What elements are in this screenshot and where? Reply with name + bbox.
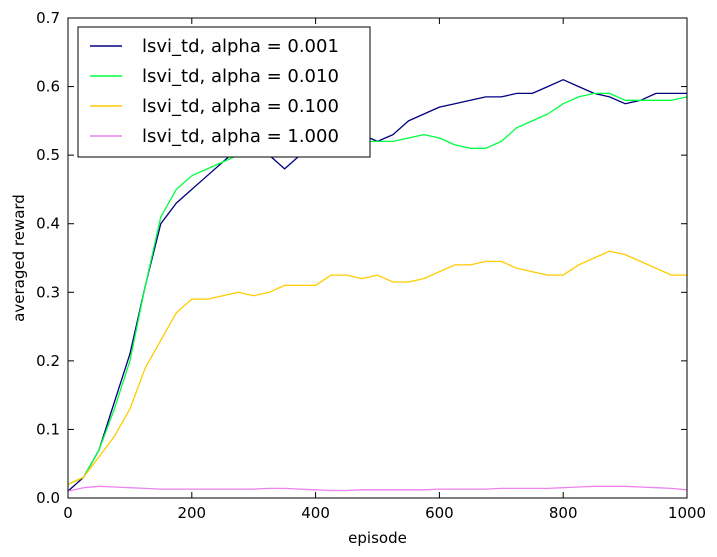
series-line-4 [67, 485, 688, 492]
plot-frame [67, 17, 688, 499]
y-tick-label: 0.1 [36, 420, 60, 438]
legend-items: lsvi_td, alpha = 0.001 lsvi_td, alpha = 0… [90, 36, 339, 147]
y-tick-label: 0.2 [36, 352, 60, 370]
x-axis-title: episode [348, 529, 407, 547]
y-tick-label: 0.3 [36, 283, 60, 301]
series-line-2 [67, 92, 688, 485]
y-tick-label: 0.7 [36, 9, 60, 27]
series-line-3 [67, 250, 687, 485]
y-tick-label: 0.5 [36, 146, 60, 164]
x-tick-label: 800 [549, 504, 578, 522]
y-tick-label: 0.6 [36, 78, 60, 96]
legend-label-3: lsvi_td, alpha = 0.100 [142, 96, 339, 117]
legend-box [77, 26, 371, 158]
x-tick-label: 400 [301, 504, 330, 522]
x-tick-label: 0 [63, 504, 73, 522]
legend-label-1: lsvi_td, alpha = 0.001 [142, 36, 339, 57]
x-tick-label: 600 [425, 504, 454, 522]
legend-label-4: lsvi_td, alpha = 1.000 [142, 126, 339, 147]
y-axis-title: averaged reward [10, 194, 28, 322]
legend: lsvi_td, alpha = 0.001 lsvi_td, alpha = 0… [77, 26, 371, 158]
x-tick-label: 1000 [668, 504, 706, 522]
y-tick-label: 0.0 [36, 489, 60, 507]
y-tick-label: 0.4 [36, 215, 60, 233]
series-layer [67, 79, 688, 492]
legend-label-2: lsvi_td, alpha = 0.010 [142, 66, 339, 87]
x-tick-label: 200 [177, 504, 206, 522]
ticks-layer: 0 200 400 600 800 1000 0.0 0.1 0.2 0.3 0.4 0.5 0.6 0.… [36, 9, 706, 522]
